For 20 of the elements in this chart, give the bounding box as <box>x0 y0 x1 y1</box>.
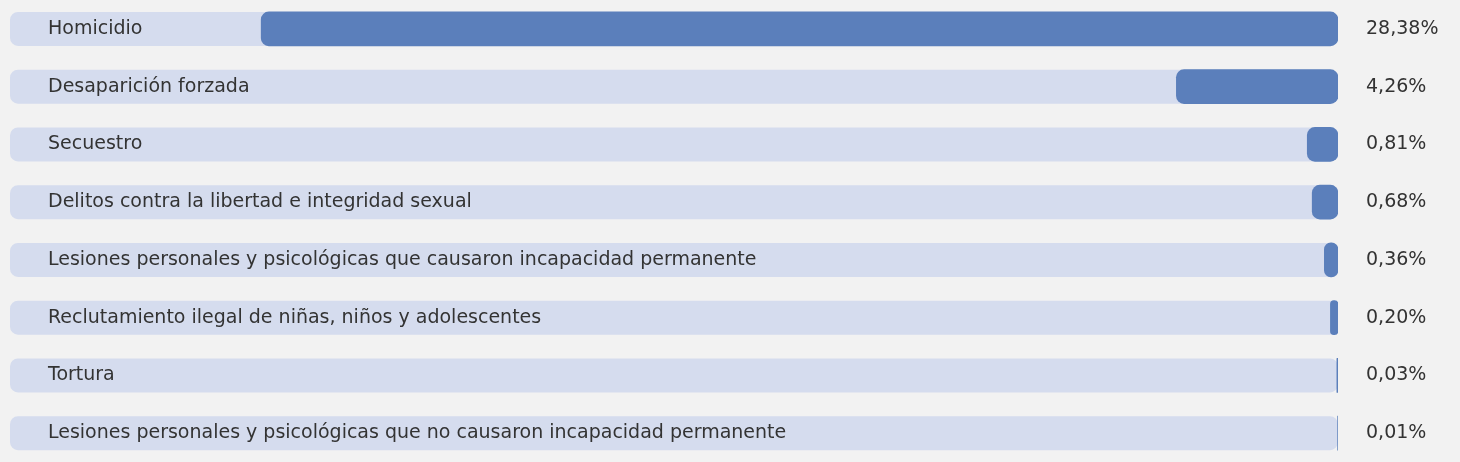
y-tick-label: Secuestro <box>48 131 143 154</box>
bar <box>1311 184 1338 220</box>
bar <box>1330 300 1338 335</box>
data-label: 0,03% <box>1366 362 1427 385</box>
y-tick-label: Lesiones personales y psicológicas que no causaron incapacidad permanente <box>48 420 787 443</box>
y-tick-label: Tortura <box>47 362 115 385</box>
y-tick-label: Homicidio <box>48 15 143 38</box>
bar <box>1306 127 1338 162</box>
data-label: 0,81% <box>1366 131 1427 154</box>
data-label: 0,36% <box>1366 246 1427 269</box>
data-label: 0,20% <box>1366 304 1427 327</box>
y-tick-label: Desaparición forzada <box>48 73 250 96</box>
y-tick-label: Delitos contra la libertad e integridad sexual <box>48 189 472 212</box>
y-tick-label: Reclutamiento ilegal de niñas, niños y adolescentes <box>48 304 542 327</box>
bar <box>1176 69 1338 104</box>
data-label: 0,68% <box>1366 189 1427 212</box>
data-label: 28,38% <box>1366 15 1439 38</box>
data-label: 4,26% <box>1366 73 1427 96</box>
y-tick-label: Lesiones personales y psicológicas que causaron incapacidad permanente <box>48 246 757 269</box>
data-label: 0,01% <box>1366 420 1427 443</box>
